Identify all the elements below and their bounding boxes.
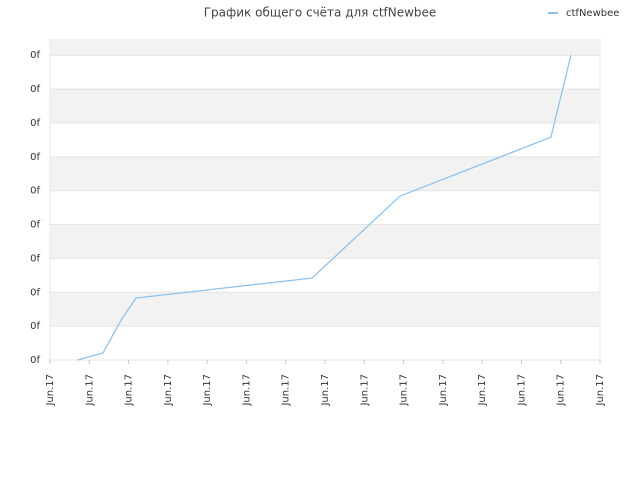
legend-label: ctfNewbee	[566, 8, 619, 19]
x-tick-label: Jun.17	[84, 374, 95, 407]
y-tick-label: 0f	[30, 287, 40, 298]
y-tick-label: 0f	[30, 220, 40, 231]
series-line	[77, 55, 572, 361]
x-tick-label: Jun.17	[438, 374, 449, 407]
y-tick-label: 0f	[30, 152, 40, 163]
x-tick-label: Jun.17	[595, 374, 606, 407]
plot-band	[50, 292, 600, 327]
plot-band	[50, 40, 600, 56]
y-tick-label: 0f	[30, 118, 40, 129]
x-tick-label: Jun.17	[45, 374, 56, 407]
x-tick-label: Jun.17	[556, 374, 567, 407]
x-tick-label: Jun.17	[163, 374, 174, 407]
x-tick-label: Jun.17	[241, 374, 252, 407]
x-tick-label: Jun.17	[477, 374, 488, 407]
plot-band	[50, 156, 600, 191]
plot-band	[50, 89, 600, 123]
x-tick-label: Jun.17	[399, 374, 410, 407]
x-tick-label: Jun.17	[359, 374, 370, 407]
y-tick-label: 0f	[30, 355, 40, 366]
y-tick-label: 0f	[30, 186, 40, 197]
x-tick-label: Jun.17	[320, 374, 331, 407]
plot-band	[50, 224, 600, 259]
x-tick-label: Jun.17	[281, 374, 292, 407]
y-tick-label: 0f	[30, 50, 40, 61]
x-tick-label: Jun.17	[202, 374, 213, 407]
y-tick-label: 0f	[30, 321, 40, 332]
y-tick-label: 0f	[30, 84, 40, 95]
x-tick-label: Jun.17	[516, 374, 527, 407]
y-tick-label: 0f	[30, 253, 40, 264]
chart-title: График общего счёта для ctfNewbee	[204, 6, 437, 20]
x-tick-label: Jun.17	[124, 374, 135, 407]
